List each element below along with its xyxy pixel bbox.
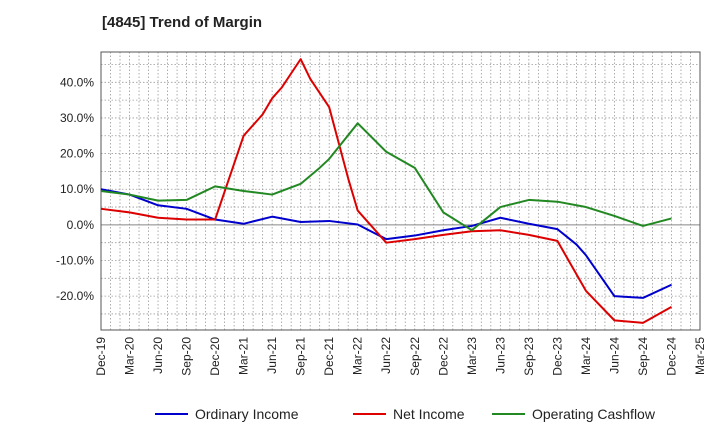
y-tick-label: 0.0% [67, 218, 95, 232]
x-axis-ticks: Dec-19 Mar-20 Jun-20 Sep-20 Dec-20 Mar-21 Jun-… [94, 337, 707, 376]
y-tick-label: 40.0% [60, 75, 94, 89]
x-tick-label: Mar-25 [693, 337, 707, 375]
x-tick-label: Mar-22 [351, 337, 365, 375]
y-tick-label: -10.0% [56, 254, 94, 268]
plot-area [101, 52, 700, 330]
y-tick-label: 10.0% [60, 182, 94, 196]
x-tick-label: Dec-21 [322, 337, 336, 376]
gridlines [101, 52, 700, 330]
x-tick-label: Dec-22 [436, 337, 450, 376]
x-tick-label: Jun-21 [265, 337, 279, 374]
series-line-operating-cashflow [100, 122, 672, 232]
series-line-net-income [100, 58, 672, 324]
x-tick-label: Jun-24 [607, 337, 621, 374]
y-axis-ticks: 40.0% 30.0% 20.0% 10.0% 0.0% -10.0% -20.0% [56, 75, 94, 303]
x-tick-label: Sep-21 [294, 337, 308, 376]
series-line-ordinary-income [100, 188, 672, 299]
x-tick-label: Dec-24 [664, 337, 678, 376]
y-tick-label: 20.0% [60, 147, 94, 161]
x-tick-label: Jun-23 [493, 337, 507, 374]
y-tick-label: -20.0% [56, 289, 94, 303]
x-tick-label: Sep-20 [180, 337, 194, 376]
legend-label: Ordinary Income [195, 406, 299, 422]
y-tick-label: 30.0% [60, 111, 94, 125]
legend-label: Net Income [393, 406, 465, 422]
x-tick-label: Sep-22 [408, 337, 422, 376]
x-tick-label: Dec-23 [550, 337, 564, 376]
legend: Ordinary Income Net Income Operating Cashf… [155, 406, 656, 422]
x-tick-label: Mar-24 [579, 337, 593, 375]
x-tick-label: Mar-21 [237, 337, 251, 375]
chart-title: [4845] Trend of Margin [102, 14, 263, 31]
x-tick-label: Jun-22 [379, 337, 393, 374]
x-tick-label: Mar-20 [123, 337, 137, 375]
x-tick-label: Sep-24 [636, 337, 650, 376]
legend-label: Operating Cashflow [532, 406, 656, 422]
x-tick-label: Mar-23 [465, 337, 479, 375]
x-tick-label: Jun-20 [151, 337, 165, 374]
x-tick-label: Dec-19 [94, 337, 108, 376]
x-tick-label: Dec-20 [208, 337, 222, 376]
x-tick-label: Sep-23 [522, 337, 536, 376]
series-lines [100, 58, 672, 324]
